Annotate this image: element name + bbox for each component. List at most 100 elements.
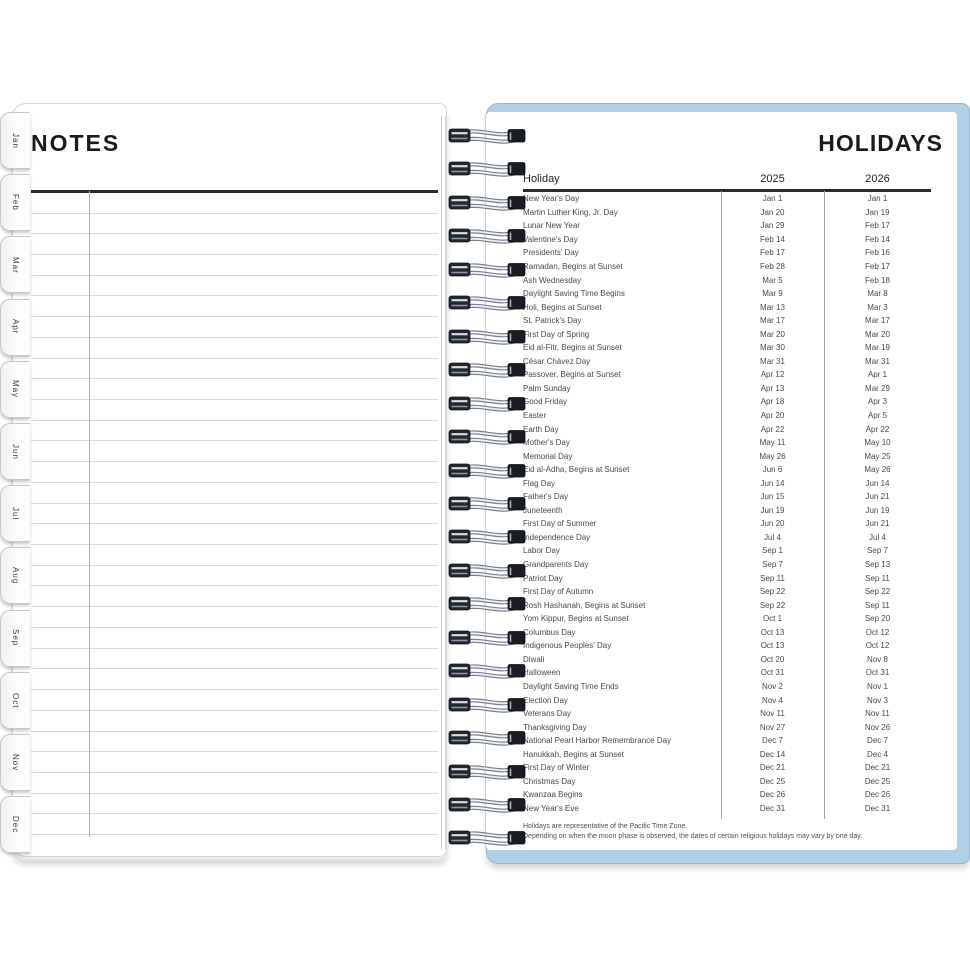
date-2025: Apr 20: [760, 411, 785, 421]
month-tab-label: Nov: [11, 753, 20, 772]
holiday-name: Yom Kippur, Begins at Sunset: [523, 614, 629, 624]
holiday-name: Father's Day: [523, 492, 569, 502]
binder-ring-icon: [448, 796, 527, 814]
ruled-line: [31, 647, 438, 649]
holiday-row: Lunar New Year Jan 29 Feb 17: [486, 219, 943, 233]
binder-ring-icon: [448, 696, 527, 714]
date-2025: Oct 1: [762, 614, 783, 624]
holiday-row: Father's Day Jun 15 Jun 21: [486, 490, 943, 504]
month-tab-label: May: [11, 380, 20, 399]
month-tab-jun: Jun: [0, 423, 30, 480]
holiday-name: First Day of Spring: [523, 329, 590, 339]
holiday-row: Columbus Day Oct 13 Oct 12: [486, 626, 943, 640]
date-2025: Mar 20: [760, 329, 785, 339]
notes-page-title: NOTES: [31, 130, 121, 156]
date-2025: Mar 5: [762, 275, 783, 285]
date-2025: Mar 13: [760, 302, 785, 312]
binder-ring-icon: [448, 662, 527, 680]
holiday-name: Diwali: [523, 654, 545, 664]
date-2025: Sep 7: [762, 560, 783, 570]
date-2025: Jul 4: [764, 532, 781, 542]
date-2026: Feb 18: [865, 275, 890, 285]
date-2025: Mar 9: [762, 289, 783, 299]
month-tab-feb: Feb: [0, 174, 30, 232]
holiday-row: Yom Kippur, Begins at Sunset Oct 1 Sep 20: [486, 612, 943, 626]
date-2026: Mar 3: [867, 302, 888, 312]
month-tab-label: Sep: [11, 629, 20, 647]
date-2026: May 25: [864, 451, 891, 461]
holiday-row: Good Friday Apr 18 Apr 3: [486, 395, 943, 409]
holiday-row: Eid al-Fitr, Begins at Sunset Mar 30 Mar 1…: [486, 341, 943, 355]
holiday-name: Grandparents Day: [523, 560, 589, 570]
date-2026: Mar 20: [865, 329, 890, 339]
header-2026: 2026: [865, 173, 890, 185]
holidays-table-header: Holiday 2025 2026: [486, 170, 943, 188]
holiday-name: Ramadan, Begins at Sunset: [523, 262, 623, 271]
date-2025: Jan 29: [760, 221, 785, 231]
date-2026: Dec 25: [864, 776, 891, 786]
holiday-name: National Pearl Harbor Remembrance Day: [523, 736, 672, 746]
date-2026: May 10: [864, 438, 891, 448]
month-tab-nov: Nov: [0, 734, 30, 791]
ruled-line: [31, 461, 438, 463]
holidays-header-rule: [523, 189, 931, 192]
date-2025: Apr 13: [760, 383, 785, 393]
holiday-name: Election Day: [523, 695, 568, 705]
holiday-row: César Chávez Day Mar 31 Mar 31: [486, 355, 943, 369]
date-2025: Mar 30: [760, 343, 785, 353]
date-2026: Mar 29: [865, 383, 890, 393]
date-2026: Nov 26: [864, 722, 891, 732]
column-divider: [721, 191, 722, 819]
date-2025: Jun 20: [760, 519, 785, 529]
holiday-name: César Chávez Day: [523, 356, 591, 366]
date-2026: Nov 3: [867, 695, 888, 705]
month-tab-aug: Aug: [0, 547, 30, 605]
ruled-line: [31, 253, 438, 255]
holiday-name: Valentine's Day: [523, 234, 578, 244]
binder-ring-icon: [448, 729, 527, 747]
holidays-page-title: HOLIDAYS: [818, 130, 943, 156]
ruled-line: [31, 606, 438, 608]
date-2026: Apr 22: [865, 424, 890, 434]
holiday-row: National Pearl Harbor Remembrance Day Dec…: [486, 734, 943, 748]
ruled-line: [31, 481, 438, 483]
holiday-name: First Day of Winter: [523, 763, 590, 773]
holiday-name: New Year's Eve: [523, 803, 579, 813]
date-2025: Apr 18: [760, 397, 785, 407]
ruled-line: [31, 357, 438, 359]
date-2026: Sep 22: [864, 587, 891, 597]
ruled-line: [31, 336, 438, 338]
ruled-line: [31, 440, 438, 442]
date-2026: Dec 7: [867, 736, 888, 746]
ruled-line: [31, 316, 438, 318]
date-2025: Apr 22: [760, 424, 785, 434]
ruled-line: [31, 668, 438, 670]
holiday-name: Martin Luther King, Jr. Day: [523, 207, 618, 217]
holiday-name: Independence Day: [523, 532, 591, 542]
month-tab-apr: Apr: [0, 298, 30, 356]
holiday-row: Patriot Day Sep 11 Sep 11: [486, 571, 943, 585]
date-2026: Jun 21: [865, 519, 890, 529]
holiday-row: First Day of Winter Dec 21 Dec 21: [486, 761, 943, 775]
date-2025: Jun 14: [760, 478, 785, 488]
month-tab-label: Apr: [11, 319, 20, 335]
holiday-row: Ramadan, Begins at Sunset Feb 28 Feb 17: [486, 260, 943, 274]
date-2025: Sep 22: [759, 600, 786, 610]
holiday-row: Election Day Nov 4 Nov 3: [486, 693, 943, 707]
binder-ring-icon: [448, 395, 527, 413]
holiday-name: New Year's Day: [523, 194, 580, 204]
page-edge-line: [445, 116, 446, 850]
notes-header-rule: [31, 190, 438, 193]
holiday-row: Passover, Begins at Sunset Apr 12 Apr 1: [486, 368, 943, 382]
holiday-row: Christmas Day Dec 25 Dec 25: [486, 775, 943, 789]
month-tab-label: Jan: [11, 132, 20, 149]
binder-ring-icon: [448, 629, 527, 647]
holiday-row: Kwanzaa Begins Dec 26 Dec 26: [486, 788, 943, 802]
ruled-line: [31, 689, 438, 691]
ruled-line: [31, 771, 438, 773]
column-divider: [824, 191, 825, 819]
notes-page: NOTES: [12, 103, 447, 857]
binder-ring-icon: [448, 595, 527, 613]
holiday-row: Holi, Begins at Sunset Mar 13 Mar 3: [486, 300, 943, 314]
date-2026: Jan 19: [865, 207, 890, 217]
